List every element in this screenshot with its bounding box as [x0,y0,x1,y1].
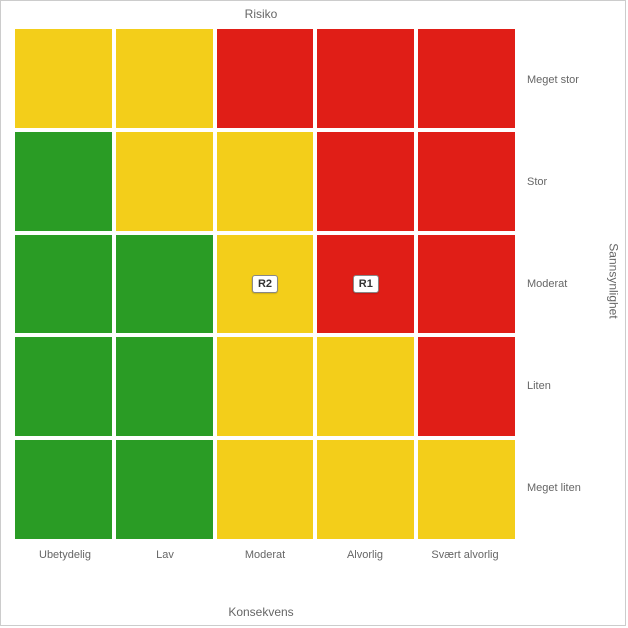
x-axis-tick-label: Lav [115,545,215,573]
matrix-cell [217,29,314,128]
risk-badge: R2 [252,275,278,293]
matrix-cell [317,337,414,436]
matrix-cell [116,337,213,436]
x-axis-title: Konsekvens [1,605,521,619]
matrix-cell [116,440,213,539]
matrix-cell [317,29,414,128]
matrix-cell [217,440,314,539]
matrix-cell [217,337,314,436]
x-axis-tick-label: Svært alvorlig [415,545,515,573]
matrix-cell [317,132,414,231]
y-axis-tick-label: Meget liten [521,437,607,539]
x-axis-tick-label: Ubetydelig [15,545,115,573]
y-axis-title: Sannsynlighet [607,243,621,318]
matrix-cell [418,235,515,334]
y-axis-tick-label: Liten [521,335,607,437]
y-axis-tick-label: Moderat [521,233,607,335]
matrix-cell [116,29,213,128]
matrix-cell [15,440,112,539]
chart-top-title: Risiko [1,7,521,21]
x-axis-tick-label: Moderat [215,545,315,573]
matrix-cell [15,132,112,231]
y-axis-labels: Meget storStorModeratLitenMeget liten [521,29,607,539]
y-axis-tick-label: Stor [521,131,607,233]
matrix-cell [418,29,515,128]
matrix-cell [15,29,112,128]
matrix-cell [116,132,213,231]
matrix-cell: R1 [317,235,414,334]
risk-matrix-grid: R2 R1 [15,29,515,539]
matrix-cell [15,337,112,436]
matrix-cell [15,235,112,334]
matrix-cell [217,132,314,231]
risk-matrix-frame: Risiko R2R1 Meget storStorModeratLitenMe… [0,0,626,626]
matrix-cell [418,132,515,231]
y-axis-tick-label: Meget stor [521,29,607,131]
x-axis-labels: UbetydeligLavModeratAlvorligSvært alvorl… [15,545,515,573]
matrix-cell: R2 [217,235,314,334]
matrix-cell [418,337,515,436]
matrix-cell [116,235,213,334]
y-axis-title-container: Sannsynlighet [605,1,623,561]
matrix-cell [418,440,515,539]
matrix-cell [317,440,414,539]
risk-badge: R1 [353,275,379,293]
x-axis-tick-label: Alvorlig [315,545,415,573]
